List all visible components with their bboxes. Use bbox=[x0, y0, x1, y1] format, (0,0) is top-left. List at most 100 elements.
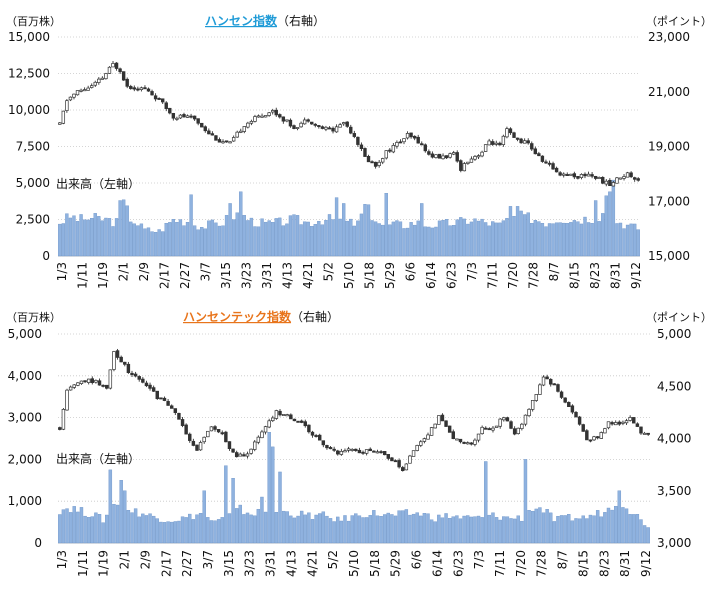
candle-up bbox=[58, 122, 62, 125]
volume-bar bbox=[391, 221, 396, 257]
candle-down bbox=[314, 435, 318, 437]
volume-bar bbox=[437, 220, 442, 257]
candle-down bbox=[188, 433, 192, 441]
candle-up bbox=[72, 93, 76, 98]
x-tick-label: 7/11 bbox=[486, 262, 500, 289]
volume-bar bbox=[610, 509, 614, 544]
volume-bar bbox=[615, 223, 619, 257]
volume-bar bbox=[444, 219, 449, 257]
volume-bar bbox=[448, 225, 452, 257]
candle-up bbox=[433, 423, 437, 429]
volume-bar bbox=[494, 517, 499, 544]
candle-up bbox=[256, 436, 261, 443]
candle-down bbox=[227, 441, 232, 449]
candle-up bbox=[487, 140, 491, 146]
candle-down bbox=[224, 140, 229, 143]
volume-bar bbox=[572, 220, 577, 257]
volume-bar bbox=[451, 516, 455, 544]
candle-down bbox=[288, 119, 293, 127]
volume-bar bbox=[409, 222, 413, 257]
volume-bar bbox=[530, 510, 535, 544]
candle-up bbox=[628, 417, 632, 421]
volume-bar bbox=[586, 222, 591, 257]
candle-down bbox=[143, 87, 147, 90]
candle-up bbox=[613, 422, 618, 426]
candle-down bbox=[171, 113, 176, 119]
volume-bar bbox=[386, 512, 390, 544]
candle-down bbox=[379, 451, 383, 454]
volume-bar bbox=[429, 519, 434, 544]
x-tick-label: 1/11 bbox=[76, 262, 90, 289]
candle-up bbox=[624, 420, 629, 424]
volume-bar bbox=[121, 199, 126, 257]
candle-up bbox=[377, 161, 381, 166]
candle-down bbox=[593, 175, 598, 179]
volume-bar bbox=[133, 508, 138, 544]
volume-bar bbox=[331, 219, 335, 257]
volume-bar bbox=[307, 512, 311, 544]
volume-bar bbox=[111, 226, 115, 257]
candle-down bbox=[388, 149, 392, 152]
candle-up bbox=[346, 448, 351, 451]
candle-down bbox=[58, 427, 62, 430]
candle-down bbox=[519, 138, 523, 144]
candle-down bbox=[132, 87, 136, 90]
candle-up bbox=[209, 426, 214, 432]
volume-bar bbox=[611, 179, 616, 257]
candle-up bbox=[139, 87, 144, 90]
volume-bar bbox=[583, 216, 587, 257]
candle-up bbox=[221, 141, 225, 144]
candle-down bbox=[412, 135, 417, 139]
volume-bar bbox=[646, 527, 650, 544]
candle-up bbox=[419, 441, 423, 446]
volume-bar bbox=[370, 220, 374, 257]
volume-bar bbox=[198, 513, 203, 544]
volume-bar bbox=[162, 522, 167, 544]
candle-up bbox=[592, 436, 596, 441]
volume-bar bbox=[473, 218, 477, 257]
candle-down bbox=[581, 424, 585, 432]
x-tick-label: 5/18 bbox=[363, 262, 377, 289]
volume-bar bbox=[420, 203, 424, 257]
candle-down bbox=[274, 109, 278, 116]
candle-down bbox=[491, 141, 495, 145]
candle-up bbox=[245, 453, 250, 457]
candle-down bbox=[281, 116, 286, 122]
candle-down bbox=[451, 431, 455, 439]
left-tick-label: 4,000 bbox=[8, 369, 42, 383]
candle-down bbox=[570, 405, 575, 413]
candle-down bbox=[437, 153, 442, 159]
x-tick-label: 5/2 bbox=[322, 262, 336, 281]
volume-bar bbox=[567, 514, 571, 544]
volume-bar bbox=[447, 518, 452, 544]
candle-down bbox=[115, 350, 120, 358]
volume-bar bbox=[476, 515, 481, 544]
volume-bar bbox=[621, 507, 625, 544]
candle-up bbox=[68, 386, 73, 391]
candle-up bbox=[260, 431, 264, 439]
candle-up bbox=[253, 116, 257, 122]
candle-up bbox=[256, 115, 261, 118]
candle-down bbox=[216, 429, 221, 433]
x-tick-label: 3/7 bbox=[201, 550, 215, 569]
candle-down bbox=[636, 178, 640, 181]
volume-bar bbox=[144, 515, 149, 544]
volume-bar bbox=[296, 515, 300, 544]
volume-bar bbox=[231, 219, 236, 257]
volume-bar bbox=[148, 513, 152, 544]
volume-bar bbox=[469, 221, 474, 257]
left-tick-label: 5,000 bbox=[16, 176, 50, 190]
x-tick-label: 5/2 bbox=[326, 550, 340, 569]
volume-bar bbox=[178, 219, 183, 257]
candle-up bbox=[522, 140, 527, 144]
candle-down bbox=[632, 177, 637, 180]
volume-bar bbox=[155, 518, 159, 544]
volume-bar bbox=[597, 221, 601, 257]
candle-down bbox=[455, 152, 459, 162]
candle-down bbox=[610, 422, 614, 425]
volume-bar bbox=[342, 203, 346, 257]
volume-bar bbox=[153, 231, 158, 257]
candle-down bbox=[444, 420, 448, 427]
volume-bar bbox=[390, 514, 394, 544]
volume-bar bbox=[405, 227, 410, 257]
